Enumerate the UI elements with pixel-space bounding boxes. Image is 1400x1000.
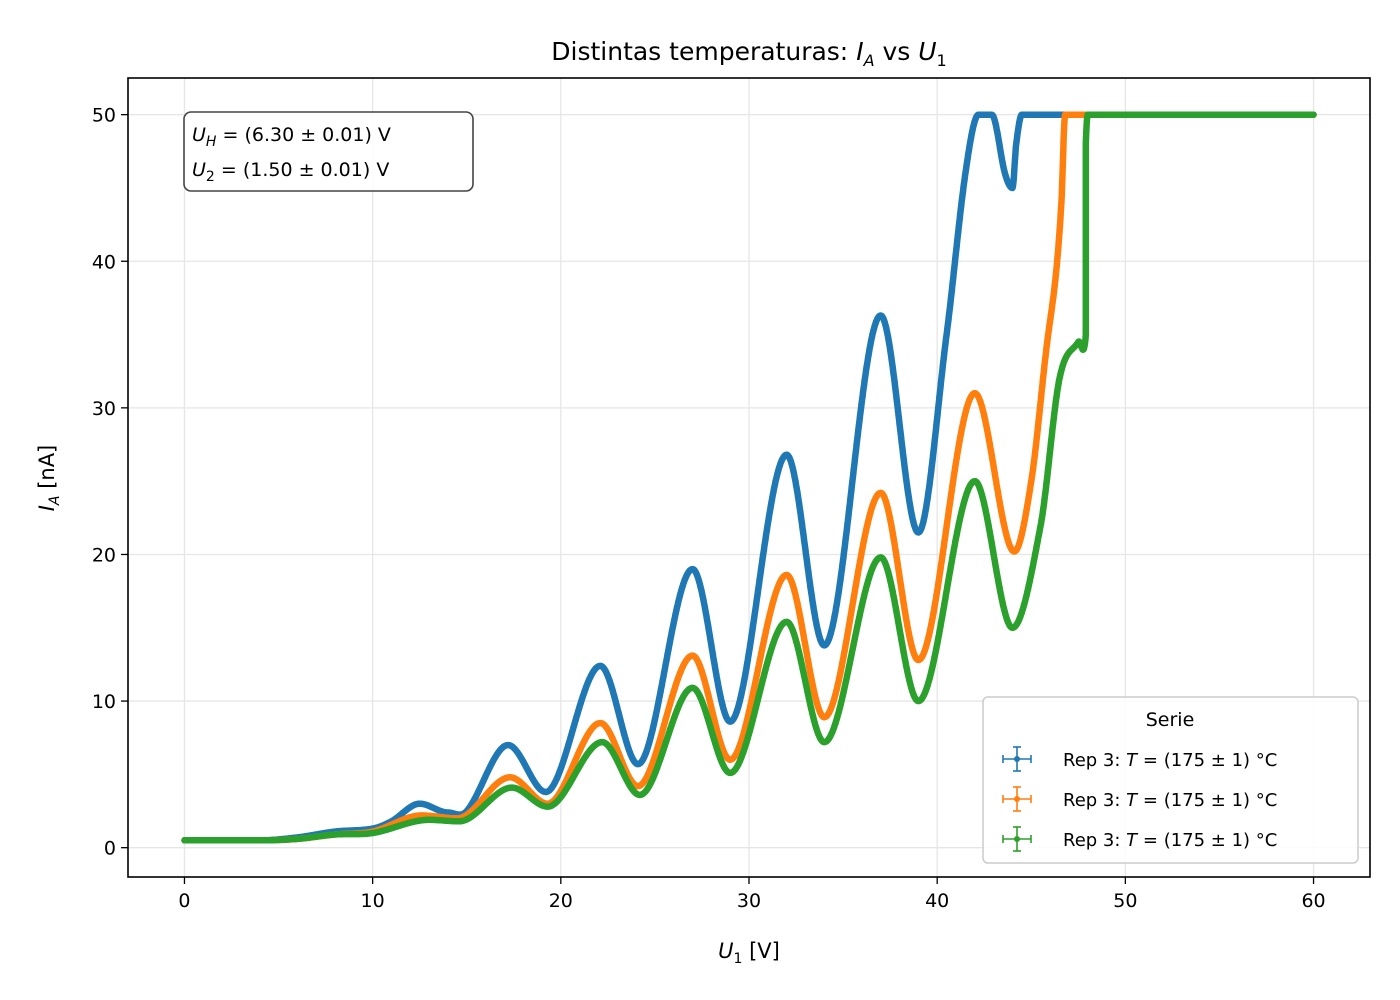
legend-entry-1-label: Rep 3: T = (175 ± 1) °C	[1063, 750, 1277, 771]
series-3	[181, 111, 1317, 844]
legend-entry-3-label: Rep 3: T = (175 ± 1) °C	[1063, 830, 1277, 851]
x-axis-label: U1 [V]	[718, 939, 780, 967]
series-2-point	[1061, 136, 1067, 142]
series-2-point	[1057, 218, 1063, 224]
series-2-point	[1056, 234, 1062, 240]
series-3-point	[1083, 244, 1089, 250]
series-2-point	[1056, 229, 1063, 235]
series-1-point	[1012, 155, 1018, 161]
y-tick-label: 30	[92, 398, 116, 420]
annotation-line-uh: UH = (6.30 ± 0.01) V	[192, 124, 391, 150]
series-2-point	[1053, 265, 1060, 271]
ticks: 0 10 20 30 40 50 60 0 10 20 30 40 50	[92, 105, 1326, 912]
series-3-point	[1083, 130, 1089, 136]
series-1-point	[1011, 167, 1017, 173]
series-layer	[181, 111, 1317, 844]
series-2-point	[1061, 119, 1067, 125]
series-2-point	[1040, 373, 1046, 379]
x-tick-label: 0	[178, 890, 190, 912]
legend-entry-1-marker	[1002, 746, 1032, 772]
series-2-point	[1055, 248, 1061, 255]
series-2-point	[1054, 261, 1060, 267]
series-2-point	[1057, 223, 1063, 230]
annotation-box: UH = (6.30 ± 0.01) V U2 = (1.50 ± 0.01) …	[183, 111, 474, 192]
x-tick-label: 30	[737, 890, 761, 912]
legend-entry-3-marker	[1002, 826, 1032, 852]
y-tick-label: 0	[104, 838, 116, 860]
series-2-point	[1059, 171, 1066, 177]
y-tick-label: 40	[92, 251, 116, 273]
series-2-point	[1060, 148, 1066, 154]
series-2-point	[1054, 257, 1060, 263]
series-1-point	[1011, 177, 1017, 183]
series-2-point	[1055, 244, 1061, 250]
series-2-point	[1055, 253, 1061, 259]
legend: Serie Rep 3: T = (175 ± 1) °C Rep 3: T =…	[982, 696, 1359, 864]
series-2-point	[1060, 159, 1066, 165]
series-3-point	[1083, 170, 1089, 176]
series-2-point	[1062, 113, 1068, 120]
legend-entry-2-label: Rep 3: T = (175 ± 1) °C	[1063, 790, 1277, 811]
x-tick-label: 10	[361, 890, 385, 912]
x-tick-label: 20	[549, 890, 573, 912]
grid	[128, 78, 1370, 877]
legend-title: Serie	[1146, 709, 1195, 731]
series-2-point	[1059, 182, 1065, 188]
annotation-frame	[183, 111, 474, 192]
legend-markers	[1002, 746, 1032, 852]
series-3-point	[1083, 141, 1089, 147]
series-2-point	[1058, 206, 1064, 212]
annotation-line-u2: U2 = (1.50 ± 0.01) V	[192, 159, 389, 185]
series-3-point	[1084, 113, 1090, 119]
series-2-point	[1061, 127, 1067, 133]
series-1-point	[937, 390, 943, 396]
y-tick-label: 10	[92, 691, 116, 713]
series-1-point	[1012, 161, 1018, 167]
x-tick-label: 60	[1301, 890, 1325, 912]
legend-frame	[982, 696, 1359, 864]
series-2-point	[1056, 239, 1062, 245]
x-tick-label: 50	[1113, 890, 1137, 912]
y-tick-label: 50	[92, 105, 116, 127]
x-tick-label: 40	[925, 890, 949, 912]
series-3-point	[1084, 122, 1090, 128]
series-2-point	[1058, 212, 1064, 218]
series-1-point	[1012, 149, 1019, 155]
series-2-point	[1053, 269, 1059, 275]
y-axis-label: IA [nA]	[35, 445, 63, 512]
series-1-point	[1011, 172, 1017, 178]
y-tick-label: 20	[92, 544, 116, 566]
series-2-point	[1058, 200, 1064, 206]
series-3-trace	[181, 111, 1317, 844]
legend-entry-2-marker	[1002, 786, 1032, 812]
series-2-point	[1059, 192, 1065, 198]
series-1-point	[1013, 141, 1019, 147]
series-3-point	[1083, 332, 1089, 338]
chart-title: Distintas temperaturas: IA vs U1	[551, 37, 946, 70]
